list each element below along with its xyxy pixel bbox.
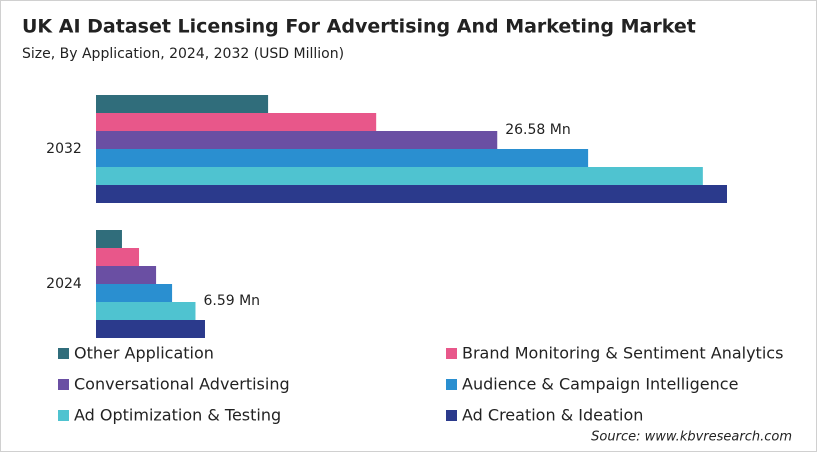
legend-label: Other Application: [74, 344, 214, 363]
legend-marker: [446, 348, 457, 359]
bar: [96, 302, 196, 320]
bar: [96, 320, 205, 338]
bar: [96, 284, 173, 302]
bar: [96, 167, 703, 185]
value-label: 6.59 Mn: [203, 293, 260, 309]
bar: [96, 131, 498, 149]
category-label: 2024: [46, 276, 82, 292]
legend-label: Audience & Campaign Intelligence: [462, 375, 738, 394]
bar: [96, 185, 727, 203]
source: Source: www.kbvresearch.com: [591, 430, 792, 445]
legend-label: Ad Optimization & Testing: [74, 406, 281, 425]
legend-label: Ad Creation & Ideation: [462, 406, 643, 425]
legend-marker: [446, 410, 457, 421]
bar: [96, 149, 589, 167]
bar: [96, 95, 269, 113]
chart-subtitle: Size, By Application, 2024, 2032 (USD Mi…: [22, 46, 344, 62]
legend-marker: [58, 379, 69, 390]
legend-label: Brand Monitoring & Sentiment Analytics: [462, 344, 783, 363]
chart-title: UK AI Dataset Licensing For Advertising …: [22, 16, 696, 38]
value-label: 26.58 Mn: [505, 122, 570, 138]
bar: [96, 266, 157, 284]
bar: [96, 248, 140, 266]
legend-marker: [58, 348, 69, 359]
bar: [96, 113, 377, 131]
category-label: 2032: [46, 141, 82, 157]
legend-marker: [58, 410, 69, 421]
bar: [96, 230, 122, 248]
legend-marker: [446, 379, 457, 390]
legend-label: Conversational Advertising: [74, 375, 290, 394]
